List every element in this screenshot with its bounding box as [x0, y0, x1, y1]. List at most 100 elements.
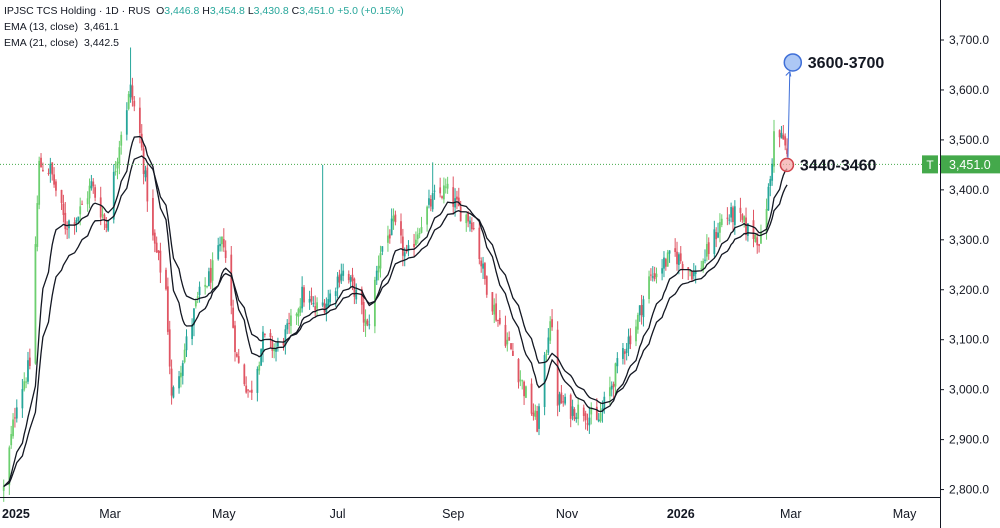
candle-body — [551, 319, 553, 328]
candle-body — [441, 196, 443, 198]
candle-body — [336, 276, 339, 289]
candle-body — [27, 360, 29, 382]
candle-body — [743, 216, 746, 222]
candle-body — [668, 250, 671, 254]
candle-body — [198, 286, 201, 296]
y-tick-label: 3,300.0 — [949, 233, 989, 247]
candle-body — [401, 236, 404, 256]
candle-body — [204, 284, 207, 287]
candle-body — [232, 307, 235, 328]
candle-body — [133, 100, 136, 107]
candle-body — [452, 187, 455, 207]
candle-body — [152, 197, 154, 236]
candle-body — [362, 301, 365, 323]
x-tick-label: May — [893, 507, 917, 521]
candle-body — [314, 306, 317, 311]
candle-body — [221, 236, 223, 245]
candle-body — [288, 322, 290, 324]
candle-body — [459, 206, 462, 222]
candle-body — [726, 217, 729, 219]
candle-body — [47, 173, 50, 175]
candle-body — [51, 162, 54, 175]
candle-body — [36, 203, 39, 247]
candle-body — [651, 276, 654, 278]
legend-low-label: L — [247, 5, 254, 17]
candle-body — [90, 181, 93, 189]
candle-body — [773, 131, 775, 167]
candle-body — [558, 394, 561, 405]
candle-body — [741, 214, 744, 220]
candle-body — [10, 434, 13, 446]
candle-body — [282, 341, 285, 346]
candle-body — [125, 110, 128, 135]
candle-body — [692, 271, 695, 277]
candle-body — [351, 274, 354, 281]
candle-body — [595, 406, 598, 420]
candle-body — [387, 235, 389, 243]
candle-body — [15, 407, 18, 419]
candle-body — [276, 341, 279, 347]
candle-body — [375, 270, 378, 281]
candle-body — [286, 323, 289, 330]
candle-body — [334, 291, 337, 297]
candle-body — [79, 206, 82, 215]
candle-body — [470, 222, 473, 230]
candle-body — [28, 357, 31, 366]
candle-body — [193, 308, 195, 326]
candle-body — [170, 368, 173, 396]
candle-body — [224, 250, 227, 259]
candle-body — [140, 133, 143, 148]
annotations: 3600-3700 3440-3460 — [779, 53, 884, 174]
x-tick-label: Nov — [556, 507, 579, 521]
y-tick-label: 2,900.0 — [949, 433, 989, 447]
candle-body — [183, 349, 186, 363]
candle-body — [586, 423, 589, 425]
candle-body — [525, 386, 527, 398]
candle-body — [2, 486, 5, 491]
candle-body — [756, 237, 759, 246]
candle-body — [275, 348, 277, 352]
candle-body — [504, 324, 507, 346]
candle-body — [444, 186, 447, 188]
candle-body — [138, 107, 141, 134]
candle-body — [705, 243, 708, 257]
candle-body — [784, 136, 787, 146]
candle-body — [694, 271, 697, 275]
candle-body — [648, 276, 650, 300]
candle-body — [60, 189, 63, 203]
candle-body — [181, 363, 184, 376]
candle-body — [497, 319, 499, 321]
candle-body — [230, 254, 233, 306]
candle-body — [508, 337, 511, 341]
candle-body — [429, 199, 432, 207]
x-tick-label: Sep — [442, 507, 464, 521]
candle-body — [159, 250, 162, 273]
candle-body — [388, 234, 391, 239]
candle-body — [519, 379, 522, 381]
candle-body — [250, 389, 253, 393]
chart-legend: IPJSC TCS Holding · 1D · RUS O3,446.8 H3… — [4, 3, 404, 51]
candle-body — [612, 383, 615, 388]
candle-body — [407, 245, 410, 251]
y-tick-label: 3,500.0 — [949, 133, 989, 147]
candle-body — [754, 234, 757, 242]
candle-body — [81, 203, 83, 205]
candle-body — [146, 167, 149, 202]
candle-body — [532, 412, 535, 417]
candle-body — [405, 250, 408, 252]
candle-body — [616, 358, 619, 367]
legend-ema21[interactable]: EMA (21, close) 3,442.5 — [4, 35, 404, 51]
candle-body — [194, 300, 197, 307]
candle-body — [366, 320, 369, 325]
candle-body — [103, 214, 106, 221]
legend-close: 3,451.0 — [299, 5, 335, 17]
candle-body — [534, 410, 537, 417]
candle-body — [207, 271, 210, 287]
candle-body — [560, 392, 563, 404]
candle-body — [310, 295, 313, 302]
legend-ema13[interactable]: EMA (13, close) 3,461.1 — [4, 19, 404, 35]
candle-body — [769, 179, 772, 187]
candle-body — [746, 223, 749, 236]
candle-body — [704, 259, 706, 261]
